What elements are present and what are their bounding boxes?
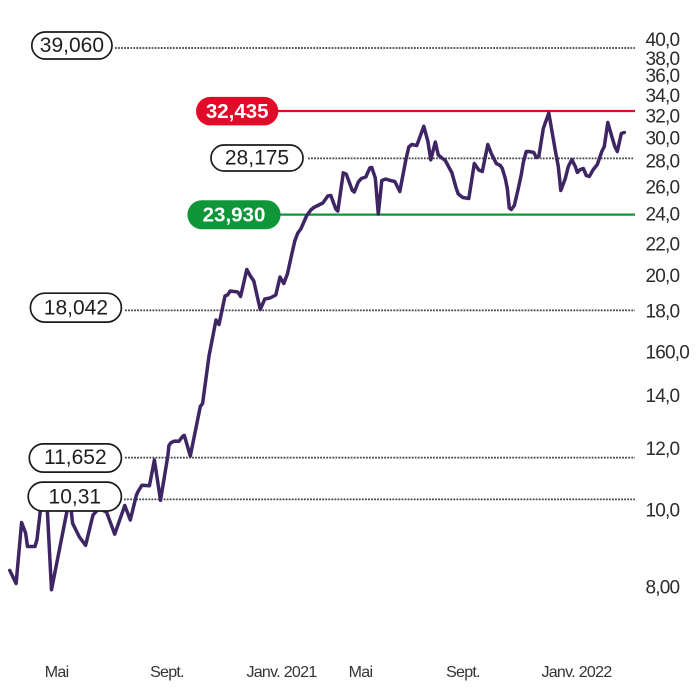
svg-text:23,930: 23,930	[203, 204, 266, 227]
svg-text:40,0: 40,0	[646, 30, 680, 51]
svg-text:Sept.: Sept.	[446, 664, 480, 681]
svg-text:160,0: 160,0	[646, 343, 690, 364]
svg-text:28,0: 28,0	[646, 152, 680, 173]
svg-text:12,0: 12,0	[646, 439, 680, 460]
svg-text:Janv. 2021: Janv. 2021	[246, 664, 317, 681]
svg-text:8,00: 8,00	[646, 578, 680, 599]
svg-text:18,042: 18,042	[44, 297, 108, 320]
svg-text:Mai: Mai	[349, 664, 373, 681]
svg-text:14,0: 14,0	[646, 386, 680, 407]
svg-text:26,0: 26,0	[646, 177, 680, 198]
svg-text:32,0: 32,0	[646, 107, 680, 128]
svg-text:Mai: Mai	[45, 664, 69, 681]
svg-text:39,060: 39,060	[40, 34, 104, 57]
svg-text:20,0: 20,0	[646, 266, 680, 287]
svg-text:10,0: 10,0	[646, 501, 680, 522]
svg-text:10,31: 10,31	[49, 485, 102, 508]
svg-text:36,0: 36,0	[646, 66, 680, 87]
svg-text:Janv. 2022: Janv. 2022	[541, 664, 612, 681]
svg-text:28,175: 28,175	[225, 146, 289, 169]
svg-text:11,652: 11,652	[44, 446, 107, 469]
svg-text:34,0: 34,0	[646, 86, 680, 107]
svg-text:22,0: 22,0	[646, 234, 680, 255]
svg-text:18,0: 18,0	[646, 301, 680, 322]
svg-text:32,435: 32,435	[206, 100, 269, 123]
svg-text:38,0: 38,0	[646, 49, 680, 70]
svg-text:30,0: 30,0	[646, 129, 680, 150]
svg-text:Sept.: Sept.	[150, 664, 184, 681]
svg-text:24,0: 24,0	[646, 204, 680, 225]
